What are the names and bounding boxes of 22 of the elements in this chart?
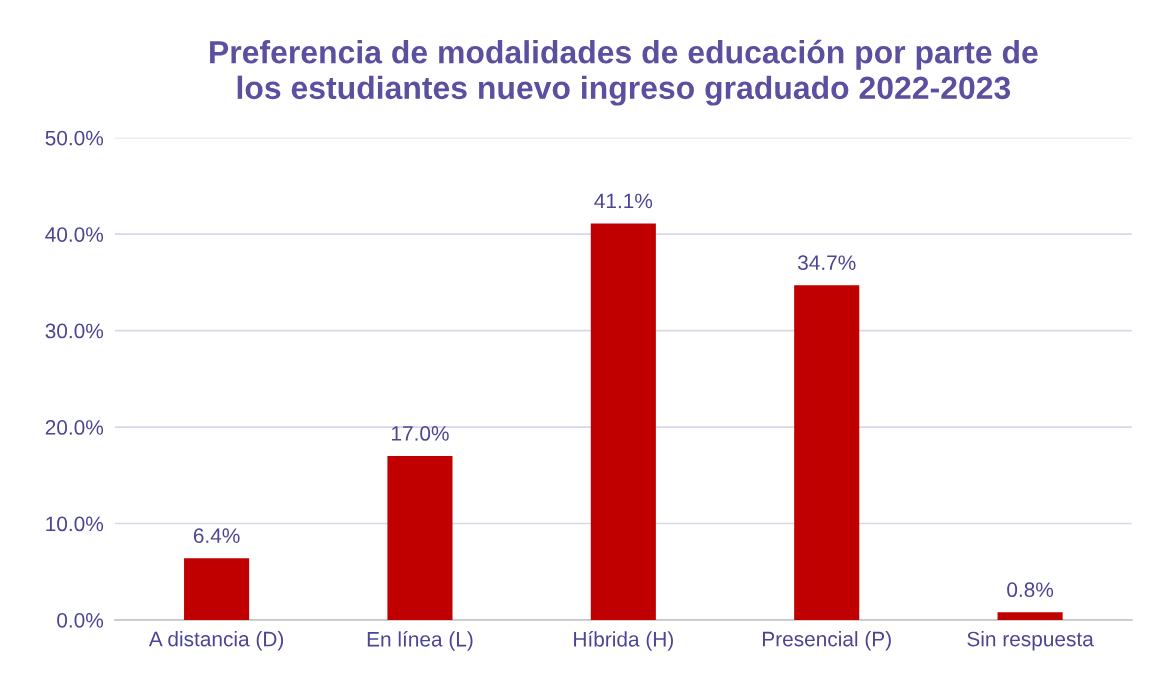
y-tick-label: 40.0% (45, 227, 104, 242)
data-label: 41.1% (594, 193, 653, 209)
y-tick-label: 20.0% (45, 420, 104, 435)
y-tick-label: 0.0% (57, 612, 104, 628)
x-tick-label: Sin respuesta (967, 631, 1094, 651)
y-tick-label: 10.0% (46, 516, 104, 532)
chart-title: Preferencia de modalidades de educación por parte de los estudiantes nuevo ingreso graduado 2022-2023 (210, 39, 1038, 106)
bar (387, 456, 453, 620)
x-tick-label: Híbrida (H) (574, 631, 673, 651)
data-label: 34.7% (797, 255, 856, 271)
data-label: 0.8% (1007, 582, 1054, 598)
bar (184, 558, 250, 620)
x-tick-label: Presencial (P) (763, 631, 891, 651)
y-tick-label: 30.0% (45, 323, 104, 339)
y-tick-label: 50.0% (45, 130, 104, 146)
bar (590, 223, 656, 620)
data-label: 17.0% (392, 426, 449, 441)
x-tick-label: A distancia (D) (148, 631, 284, 651)
data-label: 6.4% (193, 528, 240, 544)
x-tick-label: En línea (L) (367, 631, 473, 651)
bar (997, 612, 1063, 620)
bar (794, 285, 860, 620)
